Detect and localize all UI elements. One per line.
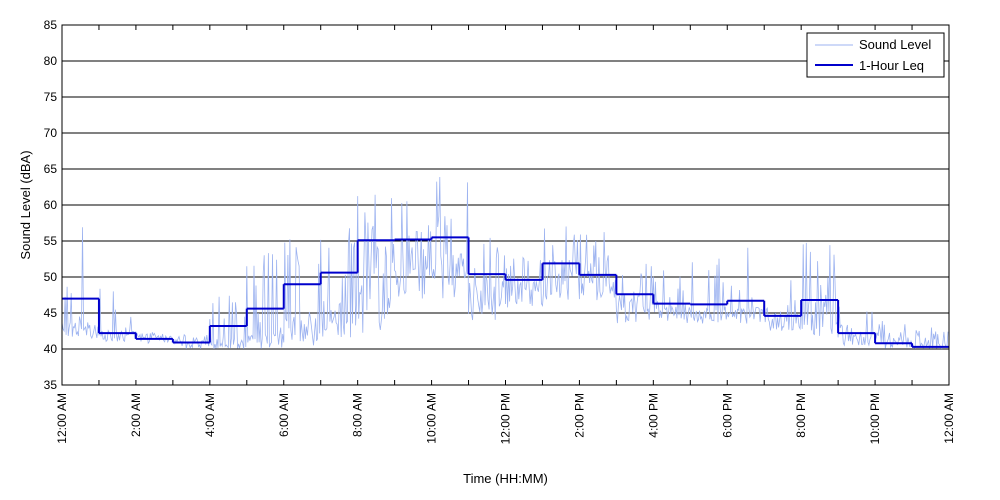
sound-level-line (61, 176, 949, 350)
legend-box (806, 32, 945, 78)
x-tick-label: 8:00 PM (794, 393, 808, 438)
y-tick-label: 75 (44, 90, 58, 104)
legend: Sound Level 1-Hour Leq (806, 32, 945, 78)
y-tick-label: 35 (44, 378, 58, 392)
x-tick-label: 4:00 AM (203, 393, 217, 437)
y-axis-label: Sound Level (dBA) (18, 150, 33, 259)
x-tick-label: 12:00 AM (55, 393, 69, 444)
x-tick-label: 10:00 AM (425, 393, 439, 444)
y-tick-label: 65 (44, 162, 58, 176)
y-tick-label: 70 (44, 126, 58, 140)
x-tick-label: 10:00 PM (868, 393, 882, 444)
y-tick-label: 85 (44, 18, 58, 32)
leq-series (62, 236, 949, 348)
x-axis-ticks: 12:00 AM 2:00 AM 4:00 AM 6:00 AM 8:00 AM 10:0… (55, 25, 956, 444)
x-axis-label: Time (HH:MM) (463, 471, 548, 486)
legend-label-leq: 1-Hour Leq (859, 58, 924, 73)
y-tick-label: 55 (44, 234, 58, 248)
x-tick-label: 12:00 AM (942, 393, 956, 444)
x-tick-label: 12:00 PM (499, 393, 513, 444)
y-tick-label: 45 (44, 306, 58, 320)
y-tick-label: 60 (44, 198, 58, 212)
x-tick-label: 6:00 AM (277, 393, 291, 437)
x-tick-label: 2:00 AM (129, 393, 143, 437)
x-tick-label: 2:00 PM (572, 393, 586, 438)
sound-level-series (61, 176, 949, 350)
x-tick-label: 6:00 PM (720, 393, 734, 438)
y-axis-ticks: 35 40 45 50 55 60 65 70 75 80 85 (44, 18, 58, 392)
gridlines (62, 24, 949, 386)
y-tick-label: 80 (44, 54, 58, 68)
y-tick-label: 40 (44, 342, 58, 356)
x-tick-label: 4:00 PM (646, 393, 660, 438)
legend-label-sound-level: Sound Level (859, 37, 931, 52)
y-tick-label: 50 (44, 270, 58, 284)
x-tick-label: 8:00 AM (351, 393, 365, 437)
